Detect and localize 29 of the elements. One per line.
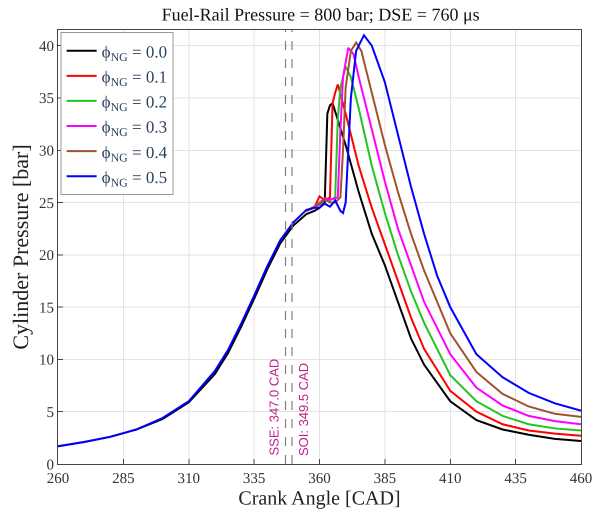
y-tick-label: 30 [39,144,54,160]
y-tick-label: 35 [39,91,54,108]
y-tick-label: 0 [46,457,54,474]
legend-label: ϕ$_{NG}$ = 0.3 [102,118,168,140]
x-tick-label: 360 [308,471,331,487]
legend-label: ϕ$_{NG}$ = 0.2 [102,92,168,114]
x-tick-label: 460 [570,471,592,487]
x-axis-title: Crank Angle [CAD] [238,488,401,510]
y-tick-label: 10 [39,352,54,369]
x-tick-label: 410 [439,471,462,487]
x-tick-label: 260 [46,471,70,487]
y-tick-label: 25 [39,196,54,212]
x-tick-label: 435 [504,471,527,487]
x-tick-label: 285 [112,471,135,487]
x-tick-label: 310 [178,471,200,487]
ref-line-label: SOI: 349.5 CAD [296,362,312,456]
chart-title: Fuel-Rail Pressure = 800 bar; DSE = 760 μs [162,4,480,24]
ref-line-label: SSE: 347.0 CAD [266,358,282,456]
legend-label: ϕ$_{NG}$ = 0.5 [102,168,168,190]
y-tick-label: 5 [46,404,54,421]
y-tick-label: 20 [39,248,54,264]
x-tick-label: 335 [242,471,266,487]
legend-label: ϕ$_{NG}$ = 0.4 [102,142,168,164]
x-tick-label: 385 [374,471,396,487]
y-tick-label: 40 [39,38,54,55]
legend-label: ϕ$_{NG}$ = 0.1 [102,67,168,90]
legend-label: ϕ$_{NG}$ = 0.0 [102,42,168,64]
y-tick-label: 15 [39,300,54,316]
y-axis-title: Cylinder Pressure [bar] [8,144,33,350]
